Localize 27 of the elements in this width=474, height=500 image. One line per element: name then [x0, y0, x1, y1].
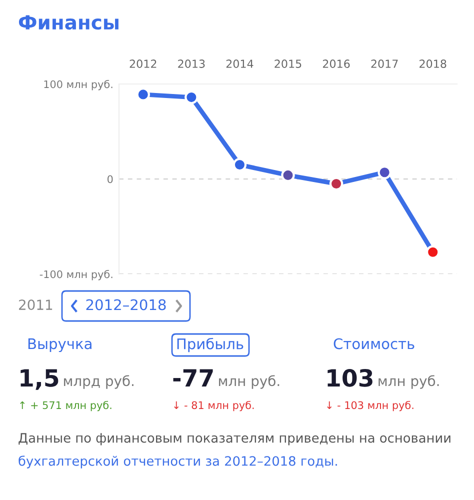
text: Прибыль: [177, 338, 244, 352]
text: -77: [173, 369, 213, 387]
x-tick-label: 2017: [371, 60, 398, 68]
text: млрд руб.: [64, 375, 134, 389]
text: 2012–2018: [86, 299, 166, 310]
text: Стоимость: [334, 338, 414, 350]
text: бухгалтерской отчетности за 2012–2018 годы.: [18, 456, 337, 468]
y-tick-label: -100 млн руб.: [40, 270, 112, 280]
x-tick-label: 2018: [420, 60, 446, 68]
x-tick-label: 2012: [130, 60, 156, 68]
y-tick-label: 0: [108, 175, 113, 184]
chart-title: Финансы: [18, 15, 118, 30]
x-tick-label: 2014: [226, 60, 254, 68]
text: 1,5: [20, 369, 58, 390]
text: Выручка: [28, 338, 92, 352]
text: ↓ - 81 млн руб.: [174, 400, 254, 412]
text: млн руб.: [219, 375, 280, 389]
text: Данные по финансовым показателям приведены на основании: [18, 433, 450, 446]
text: 103: [328, 368, 372, 387]
text: 2011: [19, 300, 52, 310]
text: ↓ - 103 млн руб.: [327, 400, 414, 412]
x-tick-label: 2013: [178, 60, 205, 68]
text: ↑ + 571 млн руб.: [20, 400, 112, 412]
y-tick-label: 100 млн руб.: [44, 80, 112, 90]
text: млн руб.: [378, 375, 439, 389]
x-tick-label: 2015: [274, 60, 302, 68]
x-tick-label: 2016: [322, 60, 350, 68]
